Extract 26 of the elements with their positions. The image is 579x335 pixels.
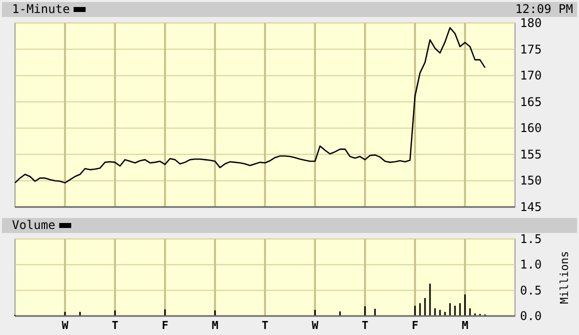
y-tick-label: 1.5 <box>520 232 542 246</box>
y-tick-label: 180 <box>520 16 542 30</box>
x-tick-label: W <box>312 319 319 332</box>
x-tick-label: T <box>362 319 369 332</box>
y-axis-title: Millions <box>558 251 571 304</box>
y-tick-label: 155 <box>520 147 542 162</box>
x-tick-label: T <box>262 319 269 332</box>
y-tick-label: 1.0 <box>520 258 542 272</box>
x-tick-label: M <box>212 319 219 332</box>
legend-label: 1-Minute <box>12 2 70 16</box>
x-tick-label: M <box>462 319 469 332</box>
x-tick-label: F <box>412 319 418 332</box>
y-tick-label: 0.5 <box>520 283 542 298</box>
text: 12:09 PM <box>515 2 573 16</box>
y-tick-label: 0.0 <box>520 309 542 323</box>
x-tick-label: W <box>62 319 69 332</box>
y-tick-label: 175 <box>520 42 542 56</box>
line-series <box>14 27 486 184</box>
y-tick-label: 150 <box>520 174 542 188</box>
y-tick-label: 160 <box>520 121 542 136</box>
y-tick-label: 145 <box>520 200 542 214</box>
y-tick-label: 170 <box>520 68 542 83</box>
legend-label: Volume <box>12 218 56 232</box>
x-tick-label: T <box>112 319 119 332</box>
y-tick-label: 165 <box>520 94 542 109</box>
x-tick-label: F <box>162 319 168 332</box>
